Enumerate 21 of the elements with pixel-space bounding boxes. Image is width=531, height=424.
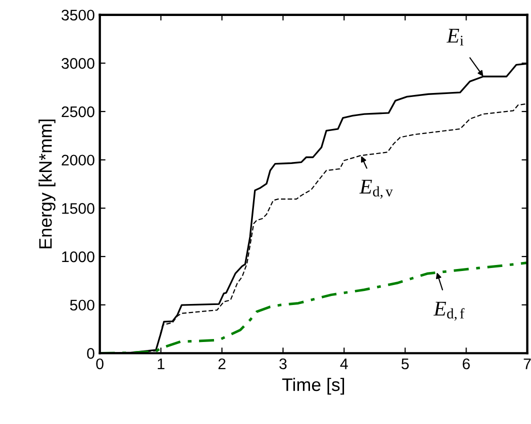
y-tick-label: 3000 — [62, 58, 94, 69]
y-tick-label: 1500 — [62, 203, 94, 214]
x-tick-label: 6 — [462, 358, 470, 370]
x-tick-label: 1 — [158, 358, 164, 370]
y-tick-label: 0 — [87, 348, 94, 359]
y-tick-label: 500 — [70, 300, 94, 311]
x-tick-label: 5 — [402, 358, 409, 370]
x-tick-label: 4 — [340, 358, 348, 370]
y-tick-label: 2000 — [62, 154, 94, 166]
x-tick-label: 2 — [218, 358, 226, 370]
y-tick-label: 3500 — [62, 10, 94, 21]
y-axis-title: Energy [kN*mm] — [38, 120, 56, 248]
x-axis-title: Time [s] — [282, 378, 344, 395]
annotation: E$_{d,f}$ — [433, 302, 464, 321]
y-tick-label: 1000 — [62, 251, 94, 262]
annotation: E$_{d,v}$ — [359, 180, 393, 199]
x-tick-label: 3 — [279, 358, 287, 370]
x-tick-label: 0 — [96, 358, 104, 370]
y-tick-label: 2500 — [62, 106, 94, 118]
x-tick-label: 7 — [524, 358, 531, 370]
annotation: E$_{i}$ — [446, 28, 464, 46]
